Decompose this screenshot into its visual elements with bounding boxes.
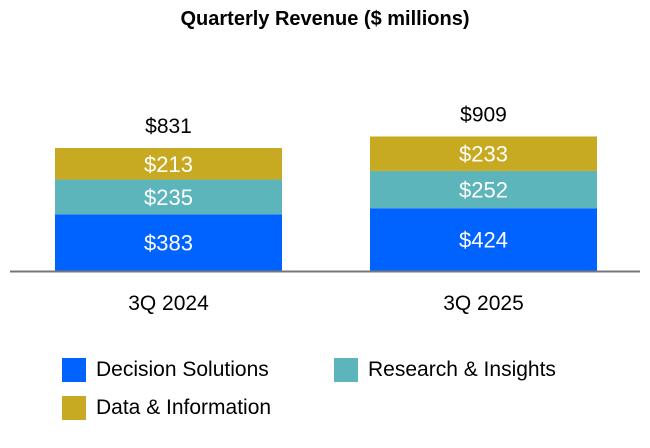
legend-item-research-insights: Research & Insights	[334, 358, 556, 382]
bar-segment	[370, 208, 597, 271]
legend-label: Data & Information	[96, 396, 272, 419]
x-tick-label: 3Q 2025	[443, 292, 524, 315]
bar-segment	[370, 136, 597, 171]
total-label: $909	[460, 103, 507, 126]
legend-label: Research & Insights	[368, 358, 556, 381]
bar-segment	[55, 214, 282, 271]
bar-segment	[55, 179, 282, 215]
data-label: $424	[459, 228, 508, 253]
legend-item-data-information: Data & Information	[62, 396, 271, 420]
data-label: $383	[144, 231, 193, 256]
bar-segment	[55, 148, 282, 180]
data-label: $235	[144, 185, 193, 210]
x-tick-label: 3Q 2024	[128, 292, 209, 315]
chart-plot: $383 $235 $213 $831 3Q 2024 $424 $252 $233 $909 3…	[10, 103, 640, 315]
legend-swatch	[62, 396, 86, 420]
legend-item-decision-solutions: Decision Solutions	[62, 358, 269, 382]
legend-swatch	[62, 358, 86, 382]
data-label: $252	[459, 178, 508, 203]
bar-segment	[370, 170, 597, 209]
data-label: $233	[459, 142, 508, 167]
total-label: $831	[145, 115, 192, 138]
legend-label: Decision Solutions	[96, 358, 269, 381]
legend-swatch	[334, 358, 358, 382]
chart-title: Quarterly Revenue ($ millions)	[180, 8, 470, 30]
data-label: $213	[144, 152, 193, 177]
